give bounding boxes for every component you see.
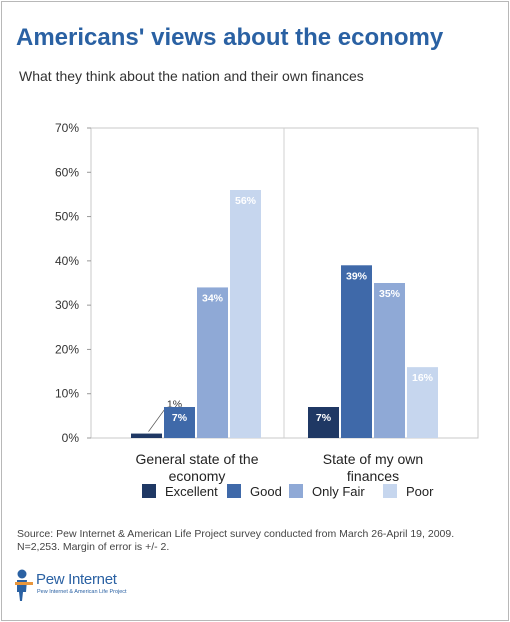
callout-line <box>148 409 165 432</box>
y-tick-label: 50% <box>55 210 79 224</box>
y-tick-label: 30% <box>55 298 79 312</box>
source-note: Source: Pew Internet & American Life Pro… <box>17 528 455 553</box>
data-label: 56% <box>235 195 257 207</box>
legend-swatch <box>289 484 303 498</box>
data-label: 7% <box>316 412 332 424</box>
bars: 1%7%34%56%7%39%35%16% <box>131 190 438 438</box>
y-tick-label: 70% <box>55 121 79 135</box>
bar <box>308 407 339 438</box>
data-label: 7% <box>172 412 188 424</box>
bar <box>131 433 162 438</box>
bar <box>341 265 372 438</box>
data-label: 39% <box>346 270 368 282</box>
person-icon <box>15 569 33 601</box>
legend-label: Only Fair <box>312 484 365 499</box>
legend-swatch <box>142 484 156 498</box>
pew-internet-logo: Pew Internet Pew Internet & American Lif… <box>14 568 174 604</box>
category-label: economy <box>169 468 226 484</box>
chart-subtitle: What they think about the nation and the… <box>19 68 364 84</box>
category-label: finances <box>347 468 399 484</box>
legend-label: Excellent <box>165 484 218 499</box>
legend-swatch <box>383 484 397 498</box>
legend: Excellent Good Only Fair Poor <box>142 484 434 499</box>
category-label: General state of the <box>136 451 259 467</box>
y-tick-label: 0% <box>62 431 80 445</box>
logo-wordmark: Pew Internet <box>36 571 117 588</box>
bar <box>374 283 405 438</box>
y-tick-label: 40% <box>55 254 79 268</box>
y-axis: 0% 10% 20% 30% 40% 50% 60% 70% <box>55 121 91 445</box>
data-label: 16% <box>412 372 434 384</box>
logo-tagline: Pew Internet & American Life Project <box>37 589 127 595</box>
y-tick-label: 10% <box>55 387 79 401</box>
data-label: 34% <box>202 292 224 304</box>
bar <box>230 190 261 438</box>
legend-label: Poor <box>406 484 434 499</box>
y-tick-label: 20% <box>55 342 79 356</box>
legend-label: Good <box>250 484 282 499</box>
y-tick-label: 60% <box>55 165 79 179</box>
data-label: 35% <box>379 288 401 300</box>
bar <box>164 407 195 438</box>
bar <box>407 367 438 438</box>
legend-swatch <box>227 484 241 498</box>
chart-title: Americans' views about the economy <box>16 24 444 51</box>
category-label: State of my own <box>323 451 423 467</box>
bar <box>197 287 228 438</box>
